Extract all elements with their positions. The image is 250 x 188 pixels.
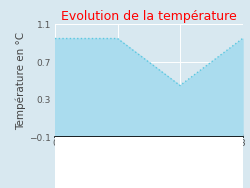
Y-axis label: Température en °C: Température en °C xyxy=(16,32,26,130)
X-axis label: heure par heure: heure par heure xyxy=(101,152,196,162)
Title: Evolution de la température: Evolution de la température xyxy=(61,10,236,23)
